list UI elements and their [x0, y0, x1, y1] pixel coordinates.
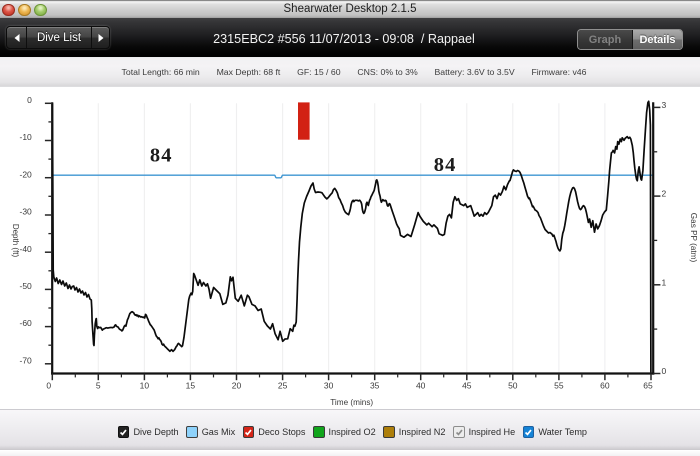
svg-text:0: 0: [46, 381, 51, 391]
svg-text:-50: -50: [20, 281, 33, 291]
svg-text:-30: -30: [20, 207, 33, 217]
svg-text:2: 2: [662, 189, 667, 199]
svg-text:40: 40: [416, 381, 426, 391]
svg-text:10: 10: [140, 381, 150, 391]
svg-text:-70: -70: [20, 355, 33, 365]
svg-text:Gas PP (atm): Gas PP (atm): [689, 213, 698, 263]
svg-text:0: 0: [27, 95, 32, 105]
svg-text:84: 84: [434, 154, 457, 176]
svg-text:5: 5: [96, 381, 101, 391]
svg-text:-40: -40: [20, 244, 33, 254]
svg-text:50: 50: [508, 381, 518, 391]
svg-text:1: 1: [662, 277, 667, 287]
svg-text:-10: -10: [20, 132, 33, 142]
svg-text:60: 60: [600, 381, 610, 391]
svg-text:3: 3: [662, 100, 667, 110]
svg-text:-20: -20: [20, 169, 33, 179]
svg-text:30: 30: [324, 381, 334, 391]
svg-text:Depth (ft): Depth (ft): [11, 224, 20, 258]
svg-text:15: 15: [186, 381, 196, 391]
svg-text:55: 55: [554, 381, 564, 391]
svg-text:35: 35: [370, 381, 380, 391]
svg-text:0: 0: [662, 366, 667, 376]
svg-text:20: 20: [232, 381, 242, 391]
svg-text:45: 45: [462, 381, 472, 391]
svg-text:84: 84: [150, 145, 173, 167]
svg-text:Time (mins): Time (mins): [330, 398, 373, 407]
svg-text:65: 65: [643, 381, 653, 391]
svg-text:25: 25: [278, 381, 288, 391]
svg-text:-60: -60: [20, 318, 33, 328]
